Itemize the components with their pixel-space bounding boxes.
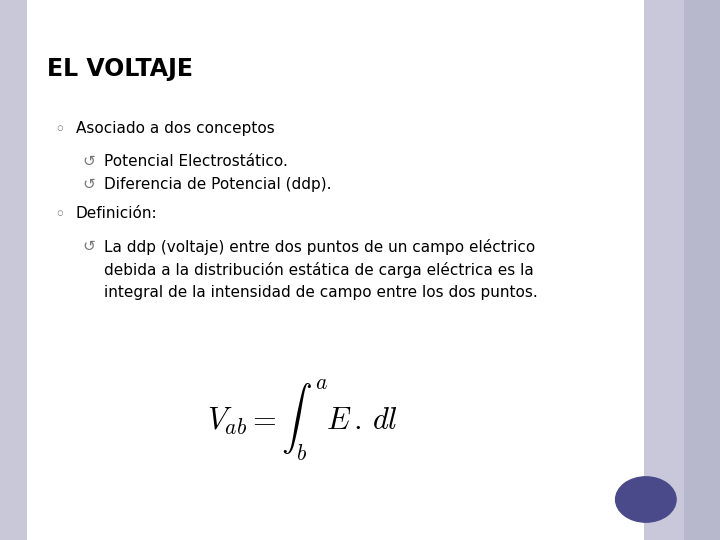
FancyBboxPatch shape bbox=[27, 0, 644, 540]
Text: Asociado a dos conceptos: Asociado a dos conceptos bbox=[76, 122, 274, 137]
Text: La ddp (voltaje) entre dos puntos de un campo eléctrico: La ddp (voltaje) entre dos puntos de un … bbox=[104, 239, 536, 255]
Text: ↺: ↺ bbox=[83, 177, 96, 192]
FancyBboxPatch shape bbox=[644, 0, 684, 540]
Text: ↺: ↺ bbox=[83, 154, 96, 169]
FancyBboxPatch shape bbox=[684, 0, 720, 540]
Text: ↺: ↺ bbox=[83, 239, 96, 254]
Text: Diferencia de Potencial (ddp).: Diferencia de Potencial (ddp). bbox=[104, 177, 332, 192]
FancyBboxPatch shape bbox=[0, 0, 27, 540]
Text: Potencial Electrostático.: Potencial Electrostático. bbox=[104, 154, 288, 169]
Text: debida a la distribución estática de carga eléctrica es la: debida a la distribución estática de car… bbox=[104, 262, 534, 278]
Text: ◦: ◦ bbox=[54, 206, 65, 224]
Text: $V_{ab} = \int_{b}^{a} E \, . \, dl$: $V_{ab} = \int_{b}^{a} E \, . \, dl$ bbox=[207, 378, 398, 463]
Text: integral de la intensidad de campo entre los dos puntos.: integral de la intensidad de campo entre… bbox=[104, 285, 538, 300]
Circle shape bbox=[616, 477, 676, 522]
Text: EL VOLTAJE: EL VOLTAJE bbox=[47, 57, 193, 80]
Text: ◦: ◦ bbox=[54, 122, 65, 139]
Text: Definición:: Definición: bbox=[76, 206, 157, 221]
